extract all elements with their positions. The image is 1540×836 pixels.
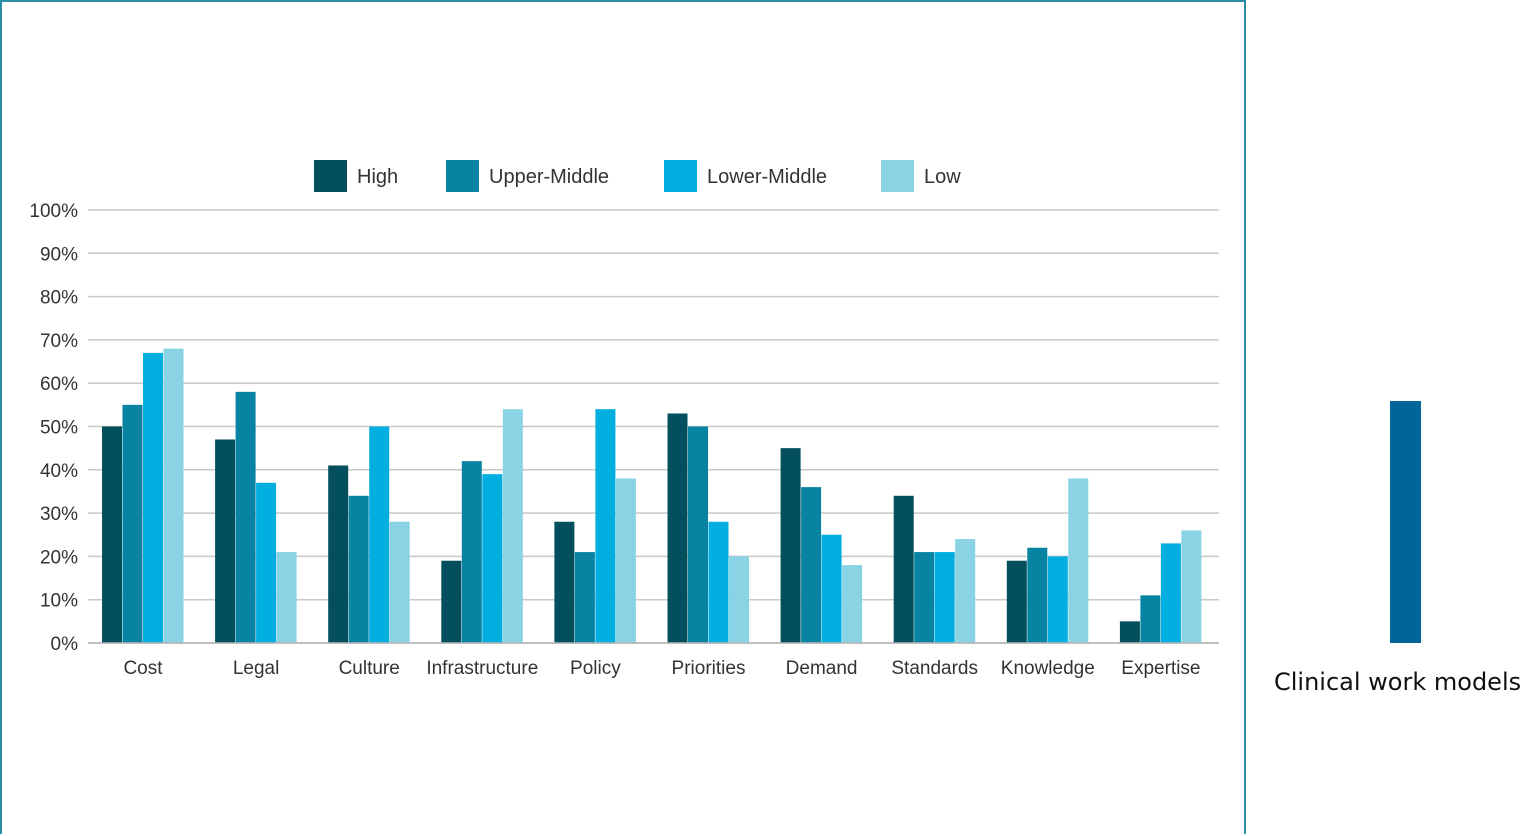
x-tick-label: Infrastructure: [426, 658, 538, 679]
bar: [821, 534, 842, 643]
bar: [595, 409, 616, 643]
bar: [780, 448, 801, 643]
bar-chart: 0% 10% 20% 30% 40% 50% 60% 70% 80% 90% 100% Cost Leg…: [29, 160, 1219, 679]
bar: [482, 474, 503, 643]
bar: [276, 552, 297, 643]
legend-label: Upper-Middle: [489, 166, 609, 188]
bar: [348, 495, 369, 643]
bar: [574, 552, 595, 643]
bar: [615, 478, 636, 643]
y-tick-label: 40%: [40, 461, 78, 482]
x-tick-label: Knowledge: [1001, 658, 1095, 679]
y-tick-label: 90%: [40, 244, 78, 265]
bar: [143, 352, 163, 643]
x-tick-label: Cost: [123, 658, 163, 679]
bar: [1181, 530, 1202, 643]
legend-label: Low: [924, 166, 961, 188]
y-tick-label: 100%: [29, 201, 78, 222]
legend-swatch: [446, 160, 479, 192]
x-tick-label: Standards: [891, 658, 978, 679]
x-tick-label: Expertise: [1121, 658, 1200, 679]
y-tick-label: 60%: [40, 374, 78, 395]
bar: [914, 552, 935, 643]
y-tick-label: 80%: [40, 288, 78, 309]
side-caption: Clinical work models: [1274, 668, 1522, 696]
bar: [729, 556, 749, 643]
bar: [801, 487, 822, 643]
bar: [328, 465, 349, 643]
bar: [441, 560, 462, 643]
x-tick-label: Legal: [233, 658, 280, 679]
bar: [256, 482, 277, 643]
bar: [667, 413, 688, 643]
y-tick-label: 10%: [40, 591, 78, 612]
legend-swatch: [314, 160, 347, 192]
bar: [1119, 621, 1140, 643]
bar: [1068, 478, 1089, 643]
x-tick-label: Demand: [786, 658, 858, 679]
bar: [708, 521, 729, 643]
y-tick-label: 20%: [40, 547, 78, 568]
bar: [461, 461, 482, 643]
bar: [369, 426, 390, 643]
y-tick-label: 70%: [40, 331, 78, 352]
bar: [1047, 556, 1068, 643]
bar: [893, 495, 914, 643]
bar: [1160, 543, 1181, 643]
x-tick-label: Culture: [339, 658, 400, 679]
bar: [1140, 595, 1161, 643]
bar: [502, 409, 523, 643]
legend-label: High: [357, 166, 398, 188]
legend-label: Lower-Middle: [707, 166, 827, 188]
y-tick-label: 0%: [51, 634, 79, 655]
bar: [163, 348, 184, 643]
bar: [1006, 560, 1027, 643]
chart-frame: 0% 10% 20% 30% 40% 50% 60% 70% 80% 90% 100% Cost Leg…: [0, 0, 1246, 834]
y-tick-label: 50%: [40, 418, 78, 439]
bar: [955, 539, 976, 643]
bar: [842, 565, 863, 643]
bar: [554, 521, 575, 643]
bar: [688, 426, 708, 643]
bar: [1027, 547, 1048, 643]
x-tick-label: Priorities: [672, 658, 746, 679]
x-tick-label: Policy: [570, 658, 621, 679]
legend-swatch: [881, 160, 914, 192]
bar: [102, 426, 122, 643]
side-bar-swatch: [1390, 401, 1421, 643]
bar: [389, 521, 410, 643]
bar: [934, 552, 955, 643]
y-tick-label: 30%: [40, 504, 78, 525]
legend-swatch: [664, 160, 697, 192]
bar: [235, 391, 256, 643]
bar: [122, 404, 143, 643]
bar: [215, 439, 236, 643]
